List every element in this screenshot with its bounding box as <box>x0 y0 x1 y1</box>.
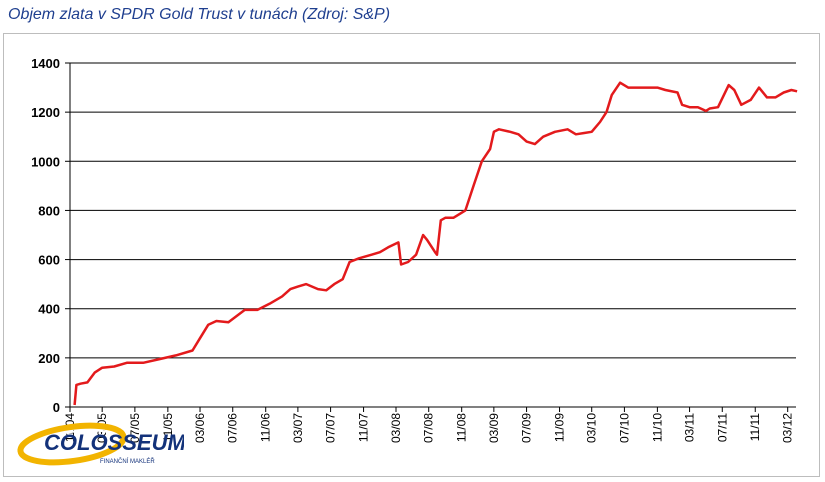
x-tick-label-3: 11/05 <box>161 413 175 442</box>
x-tick-labels: 11/04 03/05 07/05 11/05 03/06 07/06 11/06 03/07… <box>63 413 795 443</box>
logo-wordmark: COLOSSEUM <box>44 430 184 455</box>
y-tick-label-7: 1400 <box>31 56 60 71</box>
x-tick-label-21: 11/11 <box>748 413 762 442</box>
y-tick-label-3: 600 <box>38 253 60 268</box>
x-tick-label-5: 07/06 <box>226 413 240 443</box>
colosseum-logo: COLOSSEUM FINANČNÍ MAKLÉŘ <box>17 422 184 466</box>
x-tick-label-14: 07/09 <box>520 413 534 443</box>
x-tick-label-13: 03/09 <box>487 413 501 443</box>
x-tick-label-19: 03/11 <box>683 413 697 442</box>
x-tick-label-12: 11/08 <box>455 413 469 442</box>
x-tick-label-4: 03/06 <box>193 413 207 443</box>
chart-frame <box>3 33 820 477</box>
x-tick-label-15: 11/09 <box>553 413 567 442</box>
y-tick-label-0: 0 <box>53 400 60 415</box>
x-tick-label-11: 07/08 <box>422 413 436 443</box>
y-tick-label-6: 1200 <box>31 105 60 120</box>
x-tick-label-10: 03/08 <box>389 413 403 443</box>
chart-title: Objem zlata v SPDR Gold Trust v tunách (… <box>8 6 391 23</box>
axes <box>65 62 796 412</box>
x-tick-label-9: 11/07 <box>357 413 371 442</box>
x-tick-label-20: 07/11 <box>715 413 729 442</box>
y-tick-label-2: 400 <box>38 302 60 317</box>
x-tick-label-7: 03/07 <box>291 413 305 443</box>
gridlines <box>70 62 796 359</box>
logo-subtext: FINANČNÍ MAKLÉŘ <box>100 457 155 465</box>
x-tick-label-17: 07/10 <box>617 413 631 443</box>
series-line-0 <box>73 81 798 406</box>
x-tick-label-16: 03/10 <box>585 413 599 443</box>
y-tick-label-1: 200 <box>38 351 60 366</box>
y-tick-labels: 0 200 400 600 800 1000 1200 1400 <box>31 56 60 415</box>
x-tick-label-8: 07/07 <box>324 413 338 443</box>
y-tick-label-5: 1000 <box>31 154 60 169</box>
x-tick-label-18: 11/10 <box>650 413 664 442</box>
x-tick-label-22: 03/12 <box>781 413 795 443</box>
x-tick-label-2: 07/05 <box>128 413 142 443</box>
series-layer <box>73 81 798 406</box>
x-tick-label-6: 11/06 <box>259 413 273 442</box>
y-tick-label-4: 800 <box>38 203 60 218</box>
